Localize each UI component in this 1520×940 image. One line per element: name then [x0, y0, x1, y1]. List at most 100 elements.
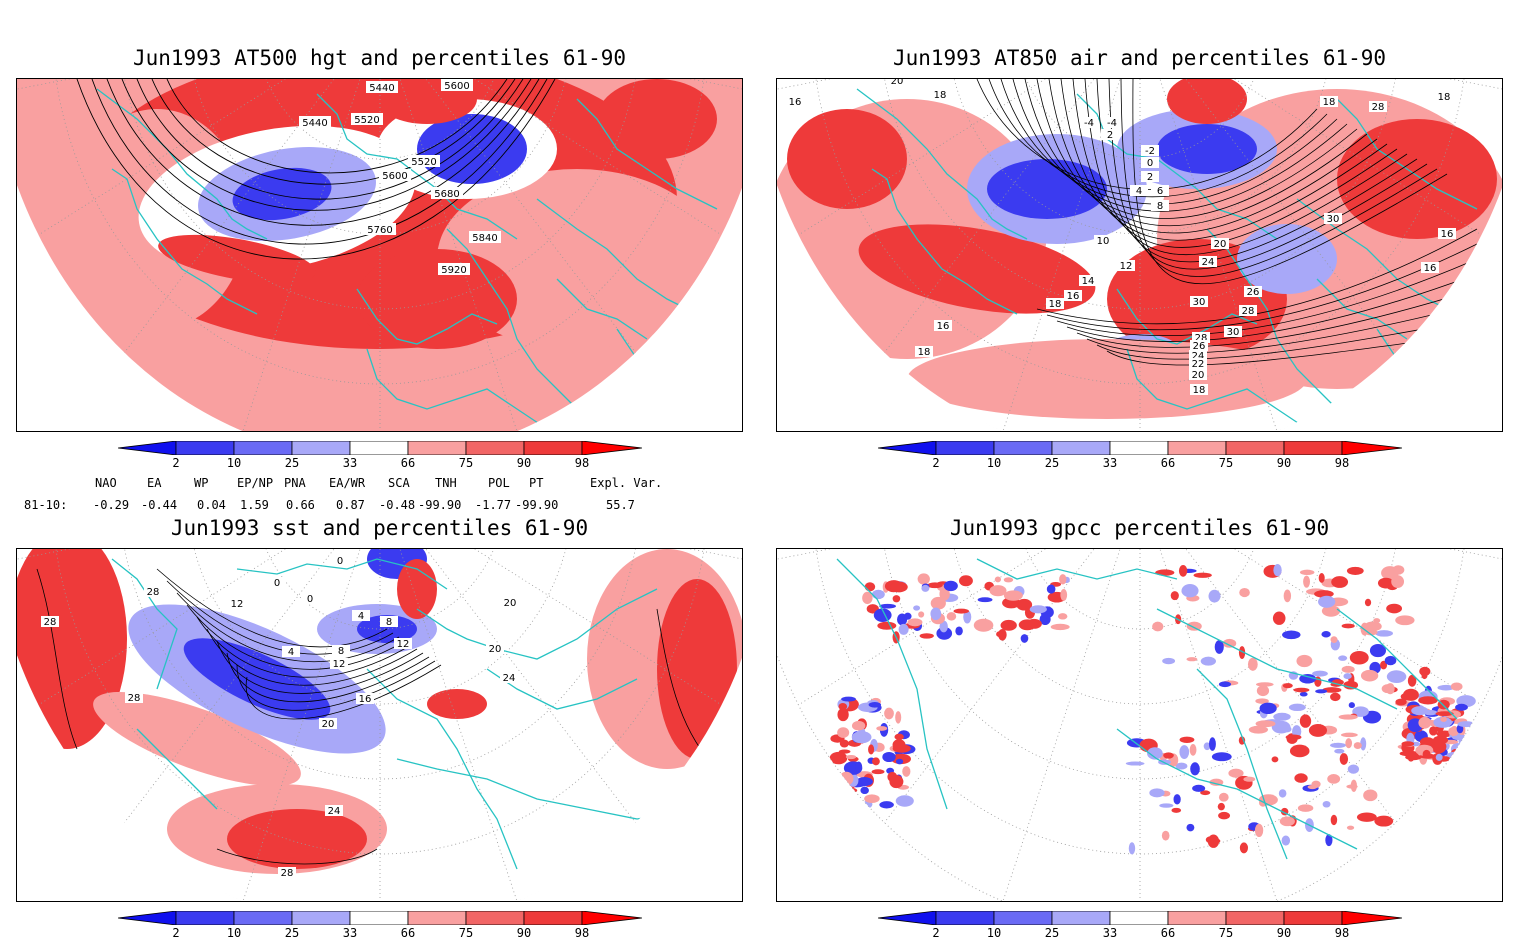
contour-label: 0	[1147, 158, 1153, 169]
precip-patch	[1384, 655, 1397, 666]
precip-patch	[1163, 752, 1174, 759]
precip-patch	[1321, 605, 1341, 617]
precip-patch	[1318, 595, 1336, 608]
precip-patch	[913, 605, 921, 611]
precip-patch	[939, 620, 948, 633]
contour-label-bg	[441, 79, 473, 91]
precip-patch	[1321, 631, 1331, 638]
colorbar-tick-label: 25	[1044, 926, 1060, 940]
precip-patch	[1159, 803, 1174, 808]
contour-label-bg	[1064, 290, 1082, 301]
precip-patch	[1296, 654, 1313, 668]
colorbar-tick-label: 98	[1334, 456, 1350, 470]
precip-patch	[1395, 698, 1407, 706]
index-value: -0.44	[141, 498, 178, 512]
latitude-line	[878, 549, 1402, 780]
colorbar-segment	[291, 910, 351, 926]
precip-patch	[855, 777, 873, 787]
anomaly-area	[357, 249, 517, 349]
contour-label-bg	[331, 555, 349, 566]
precip-patch	[1375, 630, 1394, 637]
precip-patch	[1207, 834, 1220, 848]
contour-label-bg	[41, 616, 59, 627]
contour-label: 14	[1082, 276, 1095, 287]
colorbar-segment	[233, 440, 293, 456]
colorbar-tick-label: 25	[284, 926, 300, 940]
contour-label-bg	[1189, 369, 1207, 380]
contour-label-bg	[125, 692, 143, 703]
colorbar-tick-label: 33	[1102, 926, 1118, 940]
contour-line	[976, 79, 1318, 190]
index-header: POL	[488, 476, 510, 490]
latitude-line	[878, 79, 1402, 310]
colorbar-tick-label: 90	[1276, 926, 1292, 940]
precip-patch	[1243, 776, 1256, 782]
index-header: TNH	[435, 476, 457, 490]
contour-label-bg	[282, 646, 300, 657]
contour-line	[166, 79, 508, 174]
colorbar-tick-label: 66	[400, 456, 416, 470]
anomaly-area	[17, 549, 127, 749]
precip-patch	[902, 766, 911, 777]
coastline	[396, 758, 698, 820]
contour-label-bg	[486, 643, 504, 654]
colorbar-tick-label: 2	[172, 926, 180, 940]
contour-label: 5760	[367, 225, 392, 236]
precip-patch	[977, 597, 993, 603]
index-value: 0.66	[286, 498, 315, 512]
precip-patch	[1218, 681, 1232, 688]
colorbar-arrow-right	[1341, 910, 1403, 926]
precip-patch	[1272, 611, 1286, 625]
contour-line	[106, 79, 540, 226]
contour-label: 5600	[444, 81, 469, 92]
colorbar-segment	[1283, 440, 1343, 456]
contour-label-bg	[299, 116, 331, 128]
contour-label: 18	[1193, 385, 1206, 396]
contour-label-bg	[379, 169, 411, 181]
precip-patch	[1308, 723, 1328, 737]
precip-patch	[1200, 790, 1211, 796]
precip-patch	[895, 758, 904, 765]
colorbar-segment	[349, 910, 409, 926]
precip-patch	[1395, 615, 1415, 626]
precip-patch	[1170, 591, 1179, 601]
precip-patch	[1279, 816, 1295, 827]
precip-patch	[895, 711, 902, 724]
precip-patch	[1057, 613, 1068, 620]
precip-patch	[917, 573, 930, 585]
anomaly-area	[183, 638, 331, 720]
indices-row-label: 81-10:	[24, 498, 68, 512]
colorbar-segment	[935, 910, 995, 926]
precip-patch	[1429, 726, 1438, 736]
contour-label-bg	[1211, 238, 1229, 249]
precip-patch	[946, 612, 957, 621]
precip-patch	[1312, 670, 1328, 677]
contour-line	[166, 580, 394, 655]
anomaly-area	[397, 559, 437, 619]
contour-label: 5520	[411, 157, 436, 168]
colorbar-segment	[523, 910, 583, 926]
precip-patch	[1364, 629, 1378, 636]
colorbar-segment	[523, 440, 583, 456]
map-hgt: 5440 5600 5440 5520 5520 5600 5680 5760 5840 5920	[16, 78, 743, 432]
contour-label-bg	[1421, 262, 1439, 273]
contour-label: 5440	[302, 118, 327, 129]
contour-label-bg	[364, 223, 396, 235]
contour-label-bg	[228, 598, 246, 609]
precip-patch	[1000, 619, 1017, 631]
contour-label: 0	[307, 594, 313, 605]
contour-label: -2	[1145, 146, 1155, 157]
contour-label: 26	[1193, 341, 1206, 352]
colorbar-tick-label: 10	[226, 456, 242, 470]
latitude-line	[946, 79, 1334, 235]
precip-patch	[839, 739, 849, 748]
precip-patch	[877, 621, 897, 630]
precip-patch	[1303, 575, 1310, 588]
precip-patch	[838, 703, 848, 711]
precip-patch	[855, 761, 863, 772]
precip-patch	[1200, 656, 1216, 666]
coastline	[1116, 288, 1258, 345]
contour-label: 28	[147, 587, 160, 598]
contour-label: 30	[1193, 297, 1206, 308]
index-value: 1.59	[240, 498, 269, 512]
